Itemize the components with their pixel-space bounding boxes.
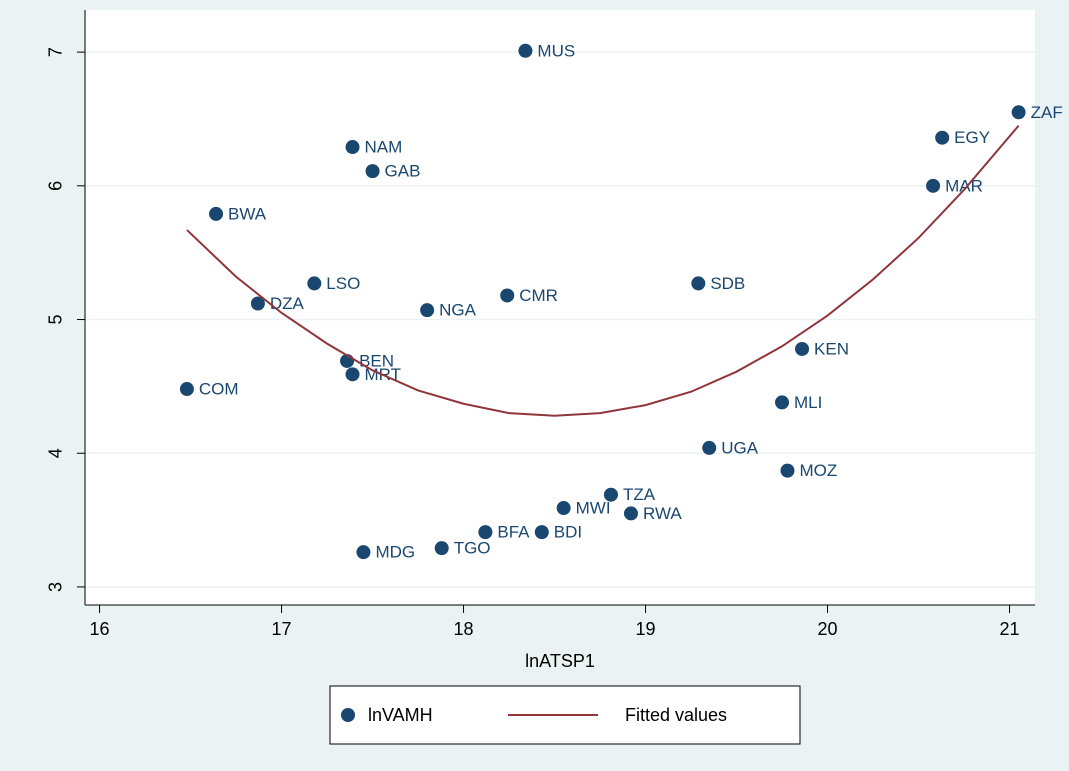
point: [478, 525, 493, 540]
point: [356, 545, 371, 560]
x-axis-label: lnATSP1: [525, 651, 595, 671]
point: [534, 525, 549, 540]
point-label: MLI: [794, 393, 822, 412]
legend-marker: [341, 708, 355, 722]
point: [780, 463, 795, 478]
point: [603, 487, 618, 502]
fitted-line: [186, 125, 1020, 417]
y-tick-label: 5: [46, 315, 66, 325]
y-tick-label: 4: [46, 448, 66, 458]
point-label: KEN: [814, 339, 849, 358]
point: [1011, 105, 1026, 120]
x-tick-label: 21: [1000, 619, 1020, 639]
point: [935, 130, 950, 145]
point-label: CMR: [519, 286, 558, 305]
point-label: MWI: [576, 499, 611, 518]
point-label: RWA: [643, 504, 682, 523]
point-label: DZA: [270, 294, 305, 313]
point-label: NAM: [365, 138, 403, 157]
point-label: MUS: [537, 41, 575, 60]
legend-label: lnVAMH: [368, 705, 433, 725]
point: [434, 541, 449, 556]
point: [926, 178, 941, 193]
point: [345, 140, 360, 155]
point-label: MDG: [375, 543, 415, 562]
point: [179, 382, 194, 397]
point-label: UGA: [721, 438, 759, 457]
point-label: BWA: [228, 204, 267, 223]
y-tick-label: 6: [46, 181, 66, 191]
point-label: BFA: [497, 523, 530, 542]
point: [623, 506, 638, 521]
point-label: MOZ: [799, 461, 837, 480]
point-label: COM: [199, 380, 239, 399]
x-tick-label: 19: [636, 619, 656, 639]
point-label: BEN: [359, 351, 394, 370]
point-label: ZAF: [1031, 103, 1063, 122]
point-label: TZA: [623, 485, 656, 504]
legend-label: Fitted values: [625, 705, 727, 725]
point-label: BDI: [554, 523, 582, 542]
point-label: GAB: [385, 162, 421, 181]
x-tick-label: 20: [818, 619, 838, 639]
point-label: LSO: [326, 274, 360, 293]
point: [250, 296, 265, 311]
point: [518, 43, 533, 58]
point-label: MAR: [945, 176, 983, 195]
point: [691, 276, 706, 291]
point: [556, 501, 571, 516]
point-label: EGY: [954, 128, 990, 147]
y-tick-label: 3: [46, 582, 66, 592]
x-tick-label: 16: [90, 619, 110, 639]
point: [307, 276, 322, 291]
x-tick-label: 17: [272, 619, 292, 639]
point: [795, 341, 810, 356]
point: [775, 395, 790, 410]
point-label: SDB: [710, 274, 745, 293]
point-label: NGA: [439, 301, 477, 320]
point: [702, 440, 717, 455]
point: [209, 206, 224, 221]
point: [500, 288, 515, 303]
point: [420, 303, 435, 318]
plot-area: [85, 10, 1035, 605]
point-label: TGO: [454, 539, 491, 558]
point: [345, 367, 360, 382]
x-tick-label: 18: [454, 619, 474, 639]
point: [365, 164, 380, 179]
y-tick-label: 7: [46, 47, 66, 57]
